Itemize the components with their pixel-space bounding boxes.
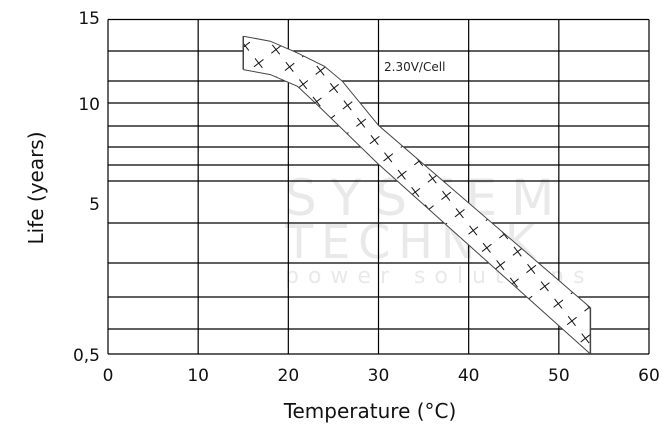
band-upper-line xyxy=(243,35,591,308)
y-tick-label: 5 xyxy=(89,195,100,215)
x-tick-label: 20 xyxy=(278,366,300,386)
band-hatch xyxy=(243,36,591,354)
x-axis-label: Temperature (°C) xyxy=(283,399,457,423)
y-tick-labels: 15 10 5 0,5 xyxy=(73,9,100,366)
x-tick-label: 60 xyxy=(638,366,660,386)
x-tick-label: 10 xyxy=(187,366,209,386)
band-lower-line xyxy=(243,69,591,355)
y-tick-label: 15 xyxy=(78,9,100,29)
x-tick-label: 50 xyxy=(548,366,570,386)
x-tick-label: 40 xyxy=(458,366,480,386)
y-tick-label: 0,5 xyxy=(73,346,100,366)
x-tick-label: 0 xyxy=(103,366,114,386)
x-tick-labels: 0 10 20 30 40 50 60 xyxy=(103,366,660,386)
annotation-voltage: 2.30V/Cell xyxy=(384,60,445,74)
y-tick-label: 10 xyxy=(78,95,100,115)
x-tick-label: 30 xyxy=(368,366,390,386)
y-axis-label: Life (years) xyxy=(24,131,48,244)
life-band xyxy=(242,35,592,355)
